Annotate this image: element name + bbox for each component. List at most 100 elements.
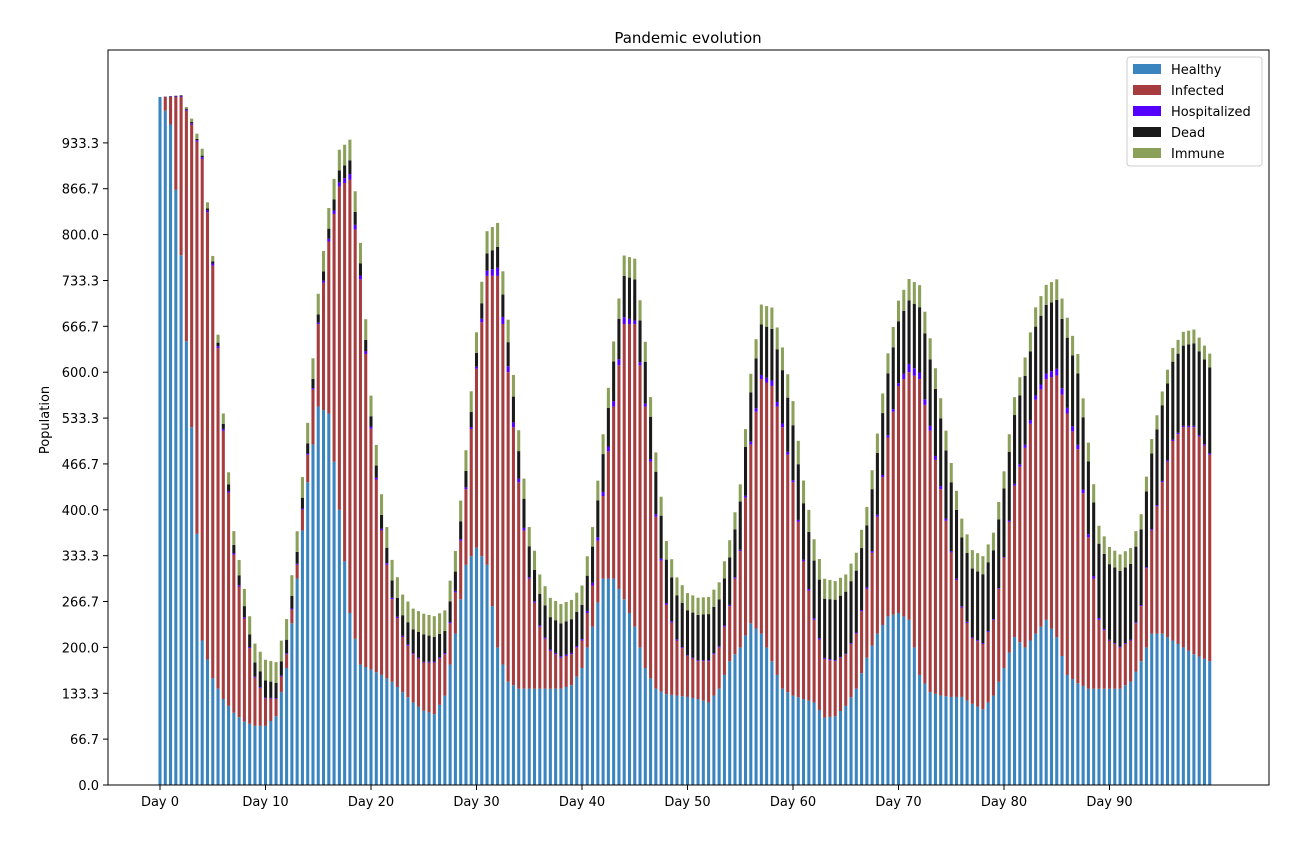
bar-infected <box>807 591 810 701</box>
bar-dead <box>1039 316 1042 385</box>
bar-healthy <box>580 668 583 785</box>
bar-hospitalized <box>1140 605 1143 606</box>
bar-hospitalized <box>675 639 678 640</box>
bar-dead <box>844 592 847 654</box>
bar-dead <box>1071 355 1074 426</box>
bar-immune <box>623 256 626 276</box>
bar-healthy <box>549 689 552 785</box>
bar-hospitalized <box>997 588 1000 589</box>
bar-healthy <box>322 410 325 785</box>
bar-hospitalized <box>1161 481 1164 482</box>
bar-immune <box>1113 551 1116 568</box>
bar-infected <box>823 659 826 717</box>
bar-dead <box>776 350 779 402</box>
bar-immune <box>971 550 974 568</box>
bar-infected <box>369 429 372 670</box>
bar-hospitalized <box>580 639 583 640</box>
bar-immune <box>1034 307 1037 326</box>
bar-dead <box>755 358 758 408</box>
bar-hospitalized <box>174 96 177 97</box>
bar-hospitalized <box>1039 385 1042 390</box>
bar-immune <box>707 597 710 614</box>
bar-healthy <box>464 565 467 785</box>
bar-hospitalized <box>1034 395 1037 399</box>
bar-immune <box>855 553 858 571</box>
bar-infected <box>1198 436 1201 656</box>
bar-infected <box>1024 448 1027 648</box>
bar-immune <box>1187 331 1190 345</box>
bar-dead <box>591 547 594 583</box>
bar-dead <box>454 572 457 591</box>
bar-hospitalized <box>1192 426 1195 427</box>
bar-immune <box>770 308 773 329</box>
bar-healthy <box>1187 651 1190 785</box>
bar-healthy <box>206 659 209 785</box>
bar-dead <box>850 581 853 643</box>
bar-healthy <box>923 684 926 785</box>
bar-healthy <box>913 647 916 785</box>
bar-healthy <box>195 534 198 785</box>
bar-immune <box>422 614 425 635</box>
bar-infected <box>860 611 863 673</box>
bar-immune <box>760 305 763 325</box>
bar-infected <box>1066 413 1069 674</box>
bar-immune <box>718 582 721 599</box>
bar-immune <box>1108 547 1111 564</box>
bar-infected <box>296 565 299 579</box>
bar-immune <box>285 619 288 640</box>
bar-dead <box>290 596 293 609</box>
bar-infected <box>449 623 452 664</box>
bar-healthy <box>1129 682 1132 785</box>
bar-healthy <box>660 691 663 785</box>
bar-immune <box>981 556 984 574</box>
bar-hospitalized <box>359 276 362 280</box>
bar-hospitalized <box>528 577 531 578</box>
bar-dead <box>654 472 657 515</box>
bar-infected <box>1208 455 1211 661</box>
bar-healthy <box>275 716 278 785</box>
bar-dead <box>797 464 800 520</box>
bar-infected <box>644 407 647 668</box>
bar-hospitalized <box>823 658 826 659</box>
bar-immune <box>575 593 578 612</box>
bar-hospitalized <box>406 645 409 646</box>
bar-immune <box>966 534 969 553</box>
bar-immune <box>264 660 267 681</box>
bar-dead <box>675 595 678 639</box>
bar-hospitalized <box>1045 374 1048 380</box>
bar-immune <box>470 391 473 412</box>
bar-immune <box>290 575 293 596</box>
bar-immune <box>781 347 784 370</box>
bar-hospitalized <box>934 456 937 460</box>
bar-immune <box>343 145 346 166</box>
bar-hospitalized <box>828 659 831 660</box>
bar-dead <box>533 570 536 601</box>
bar-infected <box>892 412 895 615</box>
bar-dead <box>1034 327 1037 396</box>
bar-immune <box>649 397 652 417</box>
bar-immune <box>201 149 204 156</box>
bar-infected <box>675 641 678 696</box>
bar-infected <box>702 661 705 701</box>
bar-immune <box>660 497 663 516</box>
x-tick-label: Day 60 <box>770 795 816 810</box>
bar-hospitalized <box>612 401 615 407</box>
bar-infected <box>396 618 399 687</box>
bar-hospitalized <box>1113 643 1116 644</box>
bar-hospitalized <box>369 427 372 429</box>
bar-infected <box>412 654 415 702</box>
bar-hospitalized <box>739 550 742 551</box>
bar-dead <box>997 519 1000 588</box>
bar-hospitalized <box>617 359 620 365</box>
bar-healthy <box>966 700 969 785</box>
bar-hospitalized <box>1024 445 1027 448</box>
bar-hospitalized <box>1177 433 1180 434</box>
bar-dead <box>195 139 198 140</box>
bar-immune <box>559 604 562 623</box>
legend-swatch-dead <box>1133 127 1161 137</box>
bar-hospitalized <box>966 622 969 623</box>
bar-hospitalized <box>327 239 330 242</box>
bar-healthy <box>1034 634 1037 785</box>
bar-dead <box>960 537 963 606</box>
bar-hospitalized <box>628 319 631 324</box>
